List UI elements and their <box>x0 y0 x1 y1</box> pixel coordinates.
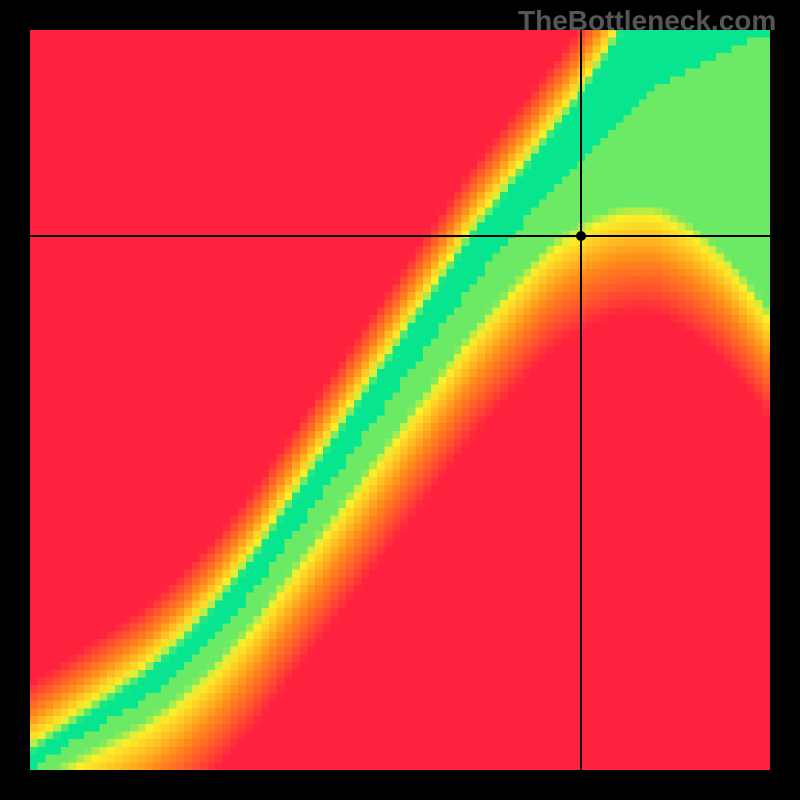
watermark-text: TheBottleneck.com <box>518 5 776 37</box>
crosshair-vertical <box>580 0 582 800</box>
chart-container: TheBottleneck.com <box>0 0 800 800</box>
crosshair-marker <box>576 231 586 241</box>
crosshair-horizontal <box>0 235 800 237</box>
bottleneck-heatmap <box>30 30 770 770</box>
